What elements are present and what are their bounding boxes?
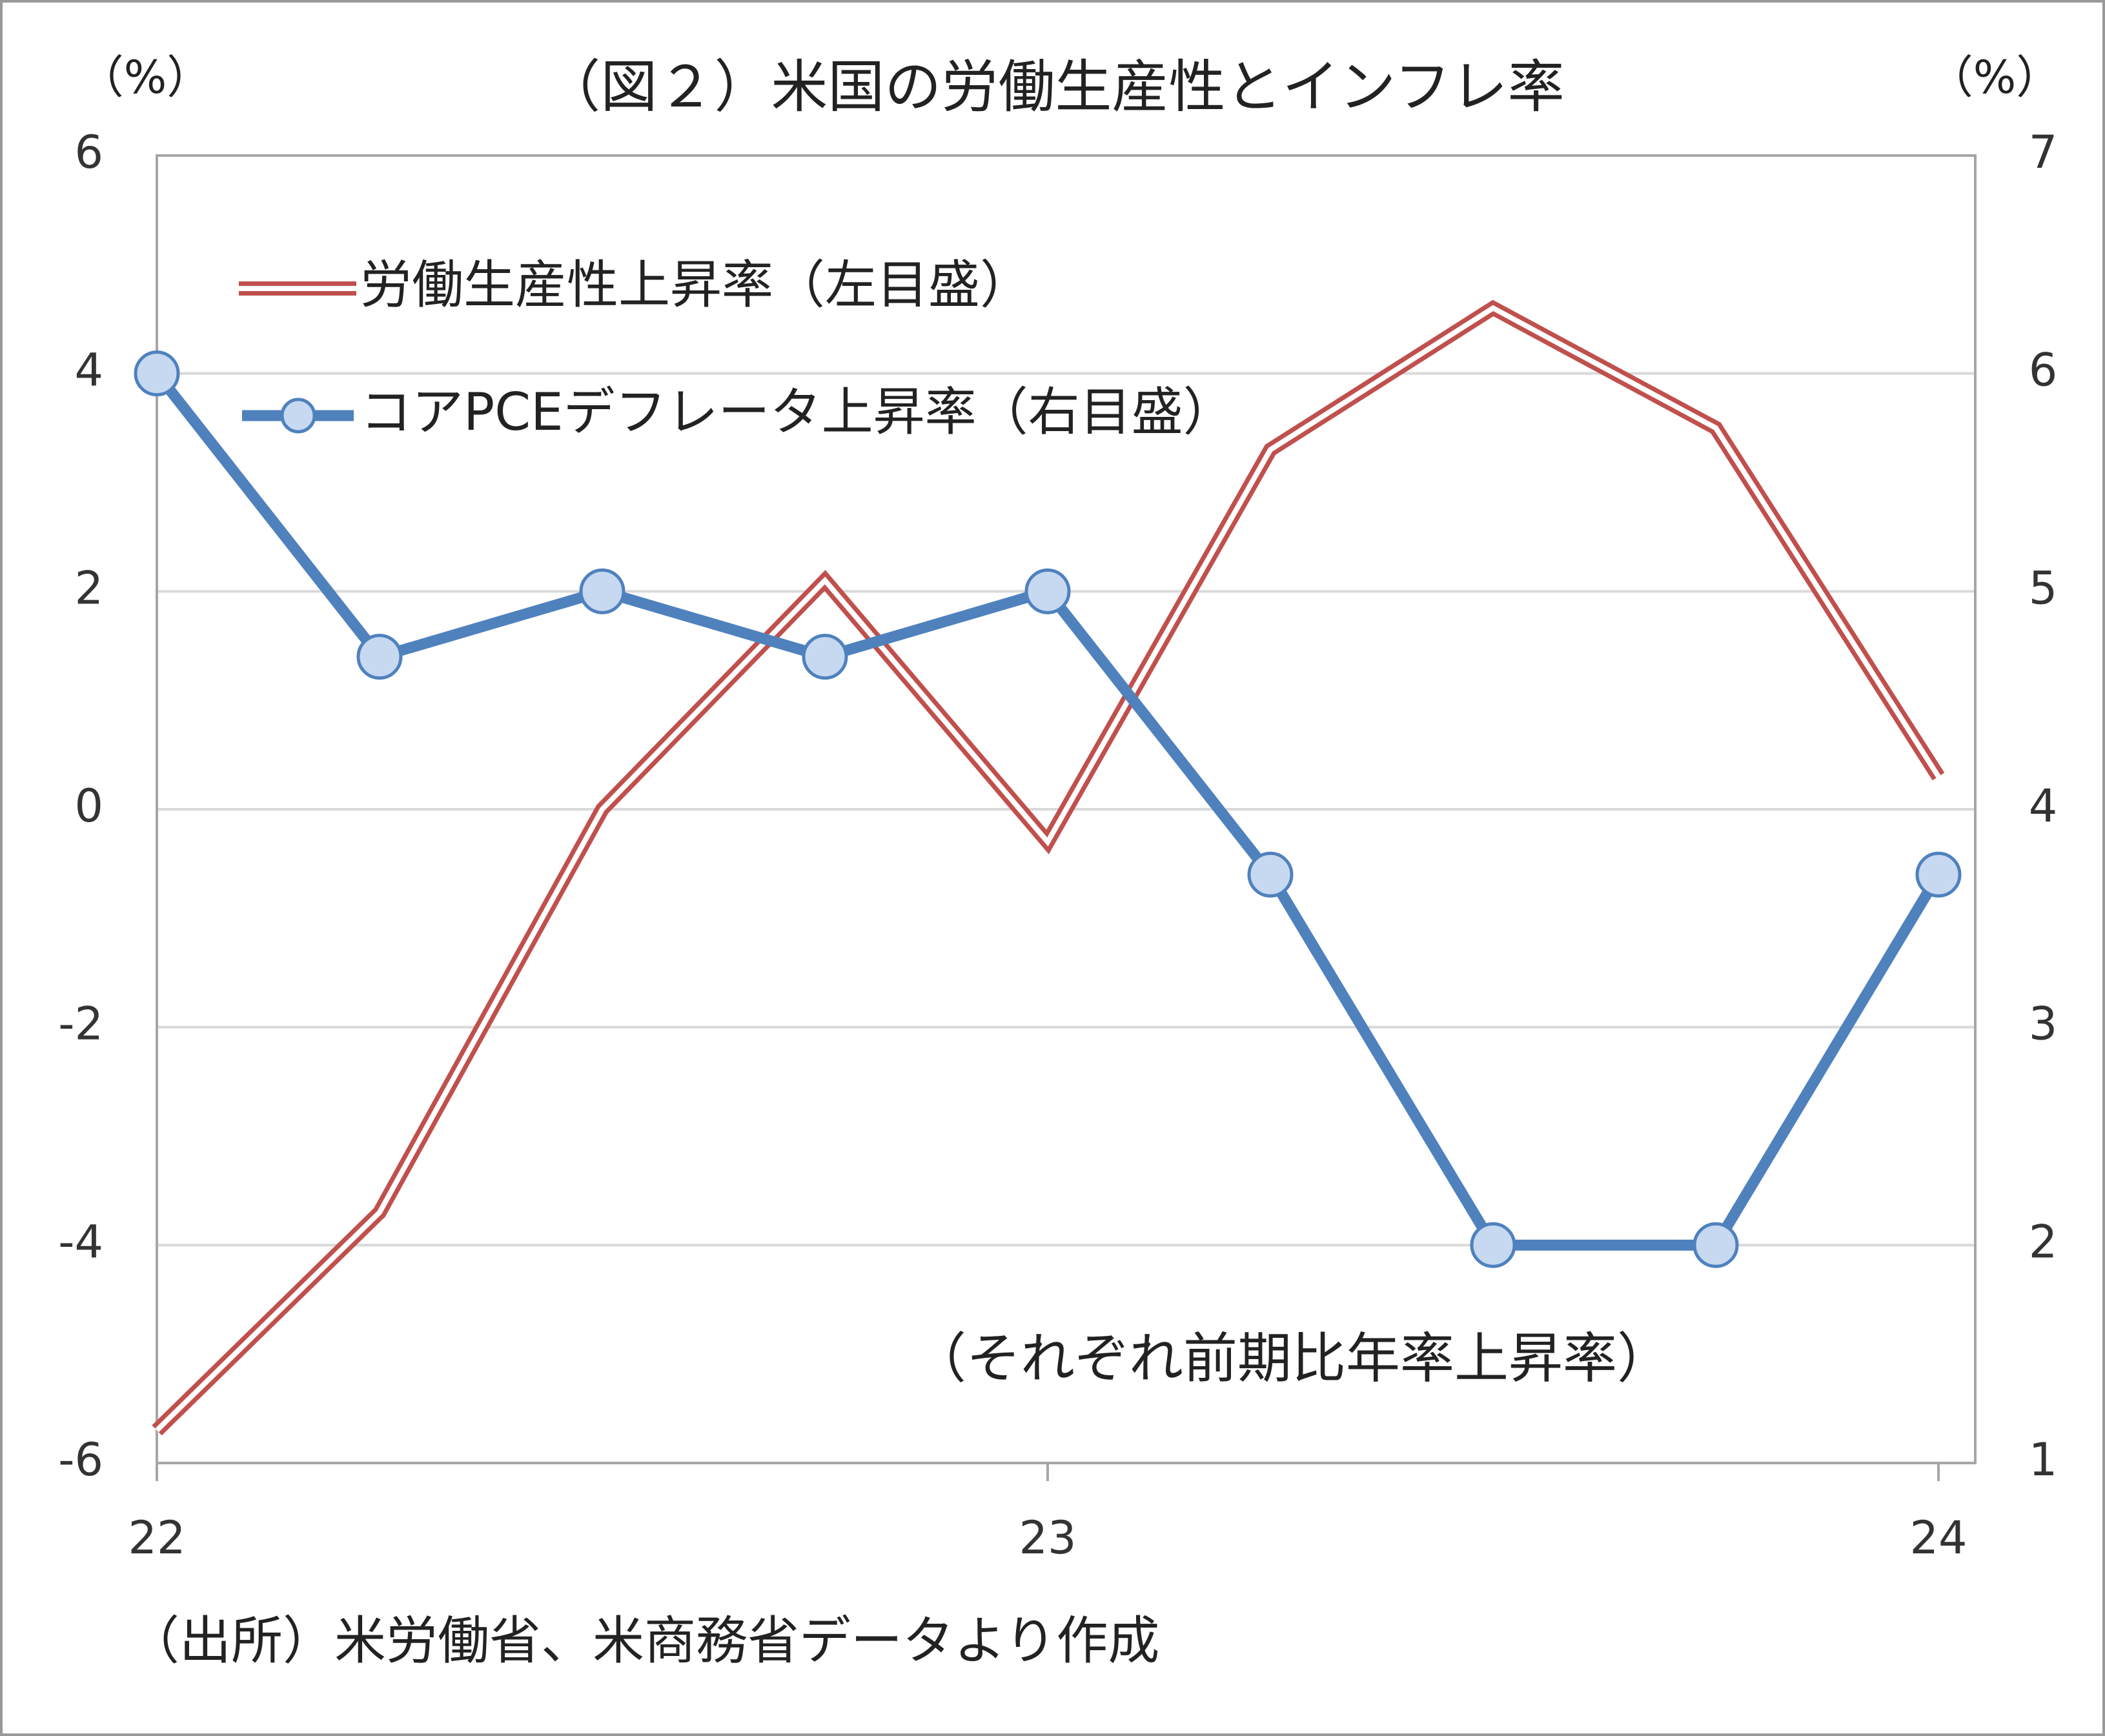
- y2-tick-label: 7: [2029, 126, 2058, 179]
- point: [1024, 568, 1071, 614]
- plot-area: [156, 154, 1977, 1464]
- y2-tick-label: 5: [2029, 561, 2058, 614]
- point: [802, 634, 848, 680]
- y-unit: （%）: [79, 51, 212, 104]
- y2-tick-label: 1: [2029, 1433, 2058, 1486]
- source-note: （出所）米労働省、米商務省データより作成: [128, 1611, 1159, 1671]
- y2-tick-label: 6: [2029, 344, 2058, 397]
- annotation: （それぞれ前期比年率上昇率）: [912, 1327, 1671, 1390]
- y2-tick-label: 3: [2029, 998, 2058, 1051]
- x-tick-label: 22: [128, 1511, 185, 1564]
- y-tick-label: -4: [58, 1215, 103, 1268]
- y-tick-label: 2: [74, 561, 103, 614]
- x-tick-label: 23: [1019, 1511, 1076, 1564]
- chart-title: （図２）米国の労働生産性とインフレ率: [544, 54, 1564, 120]
- point: [134, 350, 180, 397]
- y2-unit: （%）: [1928, 51, 2062, 104]
- point: [1915, 851, 1962, 898]
- point: [1470, 1222, 1516, 1268]
- point: [579, 568, 625, 614]
- point: [1247, 851, 1294, 898]
- point: [356, 634, 403, 680]
- y-tick-label: 0: [74, 780, 103, 833]
- point: [1693, 1222, 1739, 1268]
- y-tick-label: 6: [74, 126, 103, 179]
- y2-tick-label: 2: [2029, 1215, 2058, 1268]
- x-tick-label: 24: [1909, 1511, 1967, 1564]
- line-series-inner: [155, 305, 1941, 1433]
- legend-label: 労働生産性上昇率（左目盛）: [360, 255, 1032, 315]
- legend-label: コアPCEデフレータ上昇率（右目盛）: [360, 382, 1235, 442]
- legend-marker: [280, 398, 316, 434]
- y-tick-label: 4: [74, 344, 103, 397]
- y-tick-label: -2: [58, 998, 103, 1051]
- y2-tick-label: 4: [2029, 780, 2058, 833]
- y-tick-label: -6: [58, 1433, 103, 1486]
